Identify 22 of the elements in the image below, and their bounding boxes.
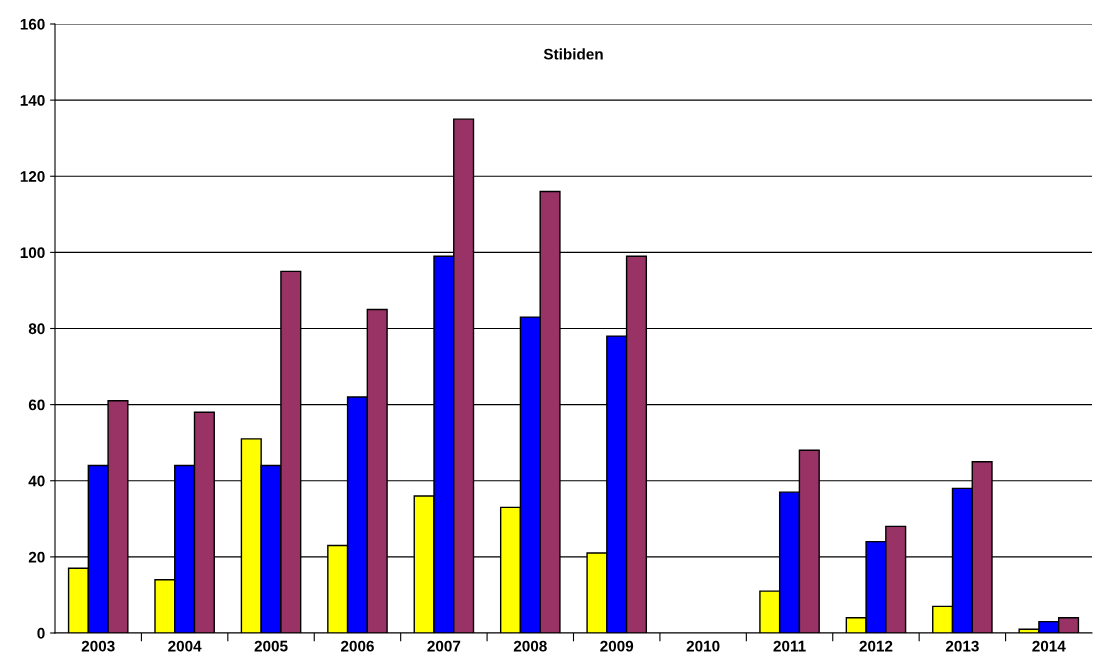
- y-tick-label: 40: [28, 475, 45, 487]
- x-tick-label: 2003: [81, 640, 115, 652]
- y-tick-label: 100: [20, 247, 45, 259]
- x-tick-label: 2014: [1032, 640, 1066, 652]
- y-tick-label: 60: [28, 399, 45, 411]
- y-tick-label: 80: [28, 323, 45, 335]
- y-tick-label: 140: [20, 94, 45, 106]
- x-tick-label: 2009: [600, 640, 634, 652]
- x-tick-label: 2008: [513, 640, 547, 652]
- x-tick-label: 2004: [168, 640, 202, 652]
- x-tick-label: 2005: [254, 640, 288, 652]
- x-tick-label: 2010: [686, 640, 720, 652]
- y-tick-label: 160: [20, 18, 45, 30]
- x-tick-label: 2013: [945, 640, 979, 652]
- x-tick-label: 2011: [773, 640, 806, 652]
- y-tick-label: 20: [28, 551, 45, 563]
- y-tick-label: 0: [37, 627, 45, 639]
- x-tick-label: 2007: [427, 640, 461, 652]
- x-tick-label: 2006: [341, 640, 374, 652]
- text: Stibiden: [543, 48, 603, 60]
- x-tick-label: 2012: [859, 640, 893, 652]
- y-tick-label: 120: [20, 171, 45, 182]
